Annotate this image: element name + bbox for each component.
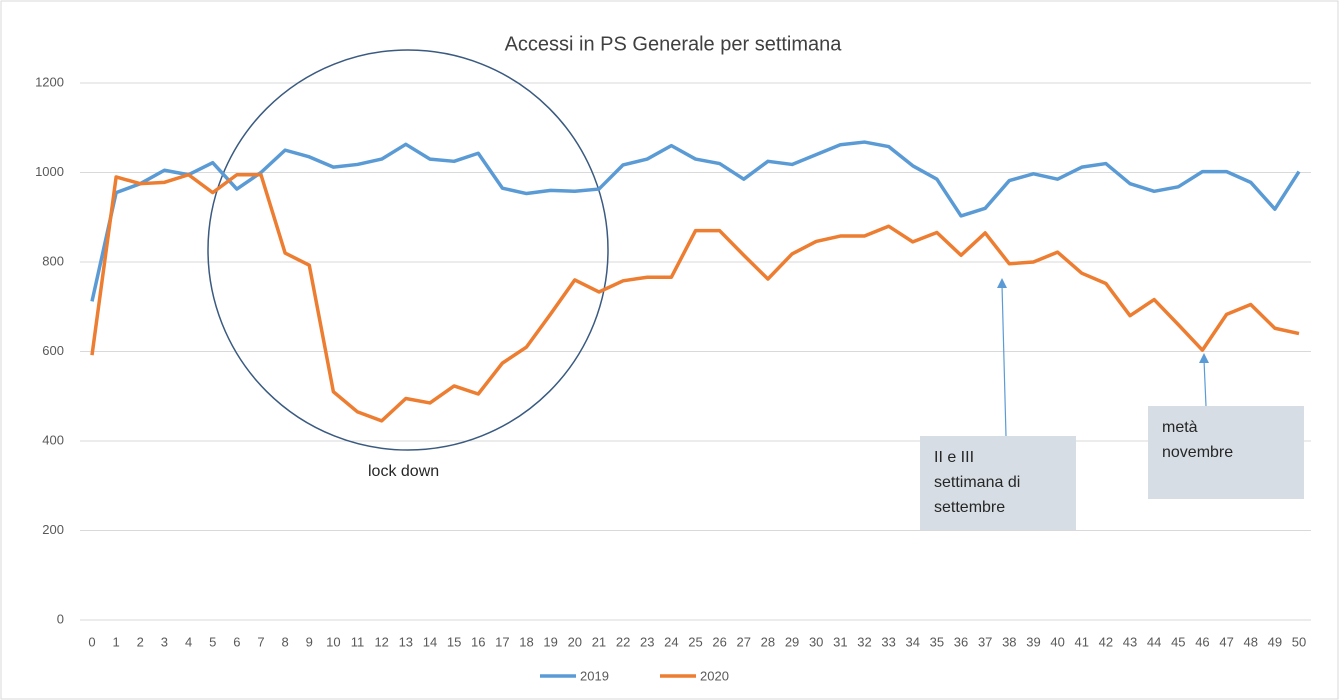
x-tick-label: 37 — [978, 634, 992, 649]
annotation-text: II e III — [934, 449, 974, 466]
x-tick-label: 24 — [664, 634, 678, 649]
x-tick-label: 31 — [833, 634, 847, 649]
x-tick-label: 30 — [809, 634, 823, 649]
annotation-arrow — [1203, 359, 1207, 407]
x-tick-label: 21 — [592, 634, 606, 649]
y-tick-label: 800 — [42, 253, 64, 268]
chart-title: Accessi in PS Generale per settimana — [505, 33, 843, 55]
x-tick-label: 28 — [761, 634, 775, 649]
x-tick-label: 45 — [1171, 634, 1185, 649]
x-tick-label: 6 — [233, 634, 240, 649]
annotation-text: novembre — [1162, 444, 1233, 461]
y-tick-label: 1200 — [35, 74, 64, 89]
x-tick-label: 12 — [374, 634, 388, 649]
x-tick-label: 0 — [88, 634, 95, 649]
x-tick-label: 36 — [954, 634, 968, 649]
arrow-head — [1199, 353, 1209, 363]
annotation-text: settembre — [934, 499, 1005, 516]
x-tick-label: 42 — [1099, 634, 1113, 649]
x-tick-label: 34 — [906, 634, 920, 649]
annotation-box — [1148, 406, 1304, 499]
annotation-text: settimana di — [934, 474, 1020, 491]
x-tick-label: 16 — [471, 634, 485, 649]
x-tick-label: 29 — [785, 634, 799, 649]
legend-label: 2019 — [580, 668, 609, 683]
x-tick-label: 4 — [185, 634, 192, 649]
x-tick-label: 48 — [1243, 634, 1257, 649]
x-tick-label: 23 — [640, 634, 654, 649]
x-tick-label: 50 — [1292, 634, 1306, 649]
y-tick-label: 200 — [42, 522, 64, 537]
x-tick-label: 14 — [423, 634, 437, 649]
x-tick-label: 2 — [137, 634, 144, 649]
series-line — [90, 140, 1301, 302]
x-tick-label: 40 — [1050, 634, 1064, 649]
x-tick-label: 5 — [209, 634, 216, 649]
x-tick-label: 25 — [688, 634, 702, 649]
x-tick-label: 20 — [568, 634, 582, 649]
x-tick-label: 49 — [1268, 634, 1282, 649]
x-tick-label: 44 — [1147, 634, 1161, 649]
y-tick-label: 0 — [57, 611, 64, 626]
x-tick-label: 22 — [616, 634, 630, 649]
x-tick-label: 39 — [1026, 634, 1040, 649]
x-tick-label: 17 — [495, 634, 509, 649]
legend-label: 2020 — [700, 668, 729, 683]
x-tick-label: 3 — [161, 634, 168, 649]
x-tick-label: 26 — [712, 634, 726, 649]
x-tick-label: 19 — [543, 634, 557, 649]
x-tick-label: 9 — [306, 634, 313, 649]
y-tick-label: 400 — [42, 432, 64, 447]
arrow-head — [997, 278, 1007, 288]
y-tick-label: 600 — [42, 343, 64, 358]
annotation-arrow — [1001, 284, 1007, 437]
x-tick-label: 1 — [113, 634, 120, 649]
x-tick-label: 35 — [930, 634, 944, 649]
annotation-text: metà — [1162, 419, 1198, 436]
annotation-text: lock down — [368, 463, 439, 480]
x-tick-label: 41 — [1075, 634, 1089, 649]
x-tick-label: 43 — [1123, 634, 1137, 649]
x-tick-label: 11 — [351, 634, 365, 649]
x-tick-label: 46 — [1195, 634, 1209, 649]
x-tick-label: 7 — [257, 634, 264, 649]
x-tick-label: 47 — [1219, 634, 1233, 649]
series-line — [90, 172, 1300, 423]
x-tick-label: 27 — [737, 634, 751, 649]
x-tick-label: 33 — [881, 634, 895, 649]
x-tick-label: 10 — [326, 634, 340, 649]
x-tick-label: 38 — [1002, 634, 1016, 649]
x-tick-label: 15 — [447, 634, 461, 649]
lockdown-circle — [207, 49, 609, 451]
annotation-box — [920, 436, 1076, 530]
x-tick-label: 13 — [399, 634, 413, 649]
x-tick-label: 8 — [282, 634, 289, 649]
x-tick-label: 18 — [519, 634, 533, 649]
x-tick-label: 32 — [857, 634, 871, 649]
y-tick-label: 1000 — [35, 164, 64, 179]
